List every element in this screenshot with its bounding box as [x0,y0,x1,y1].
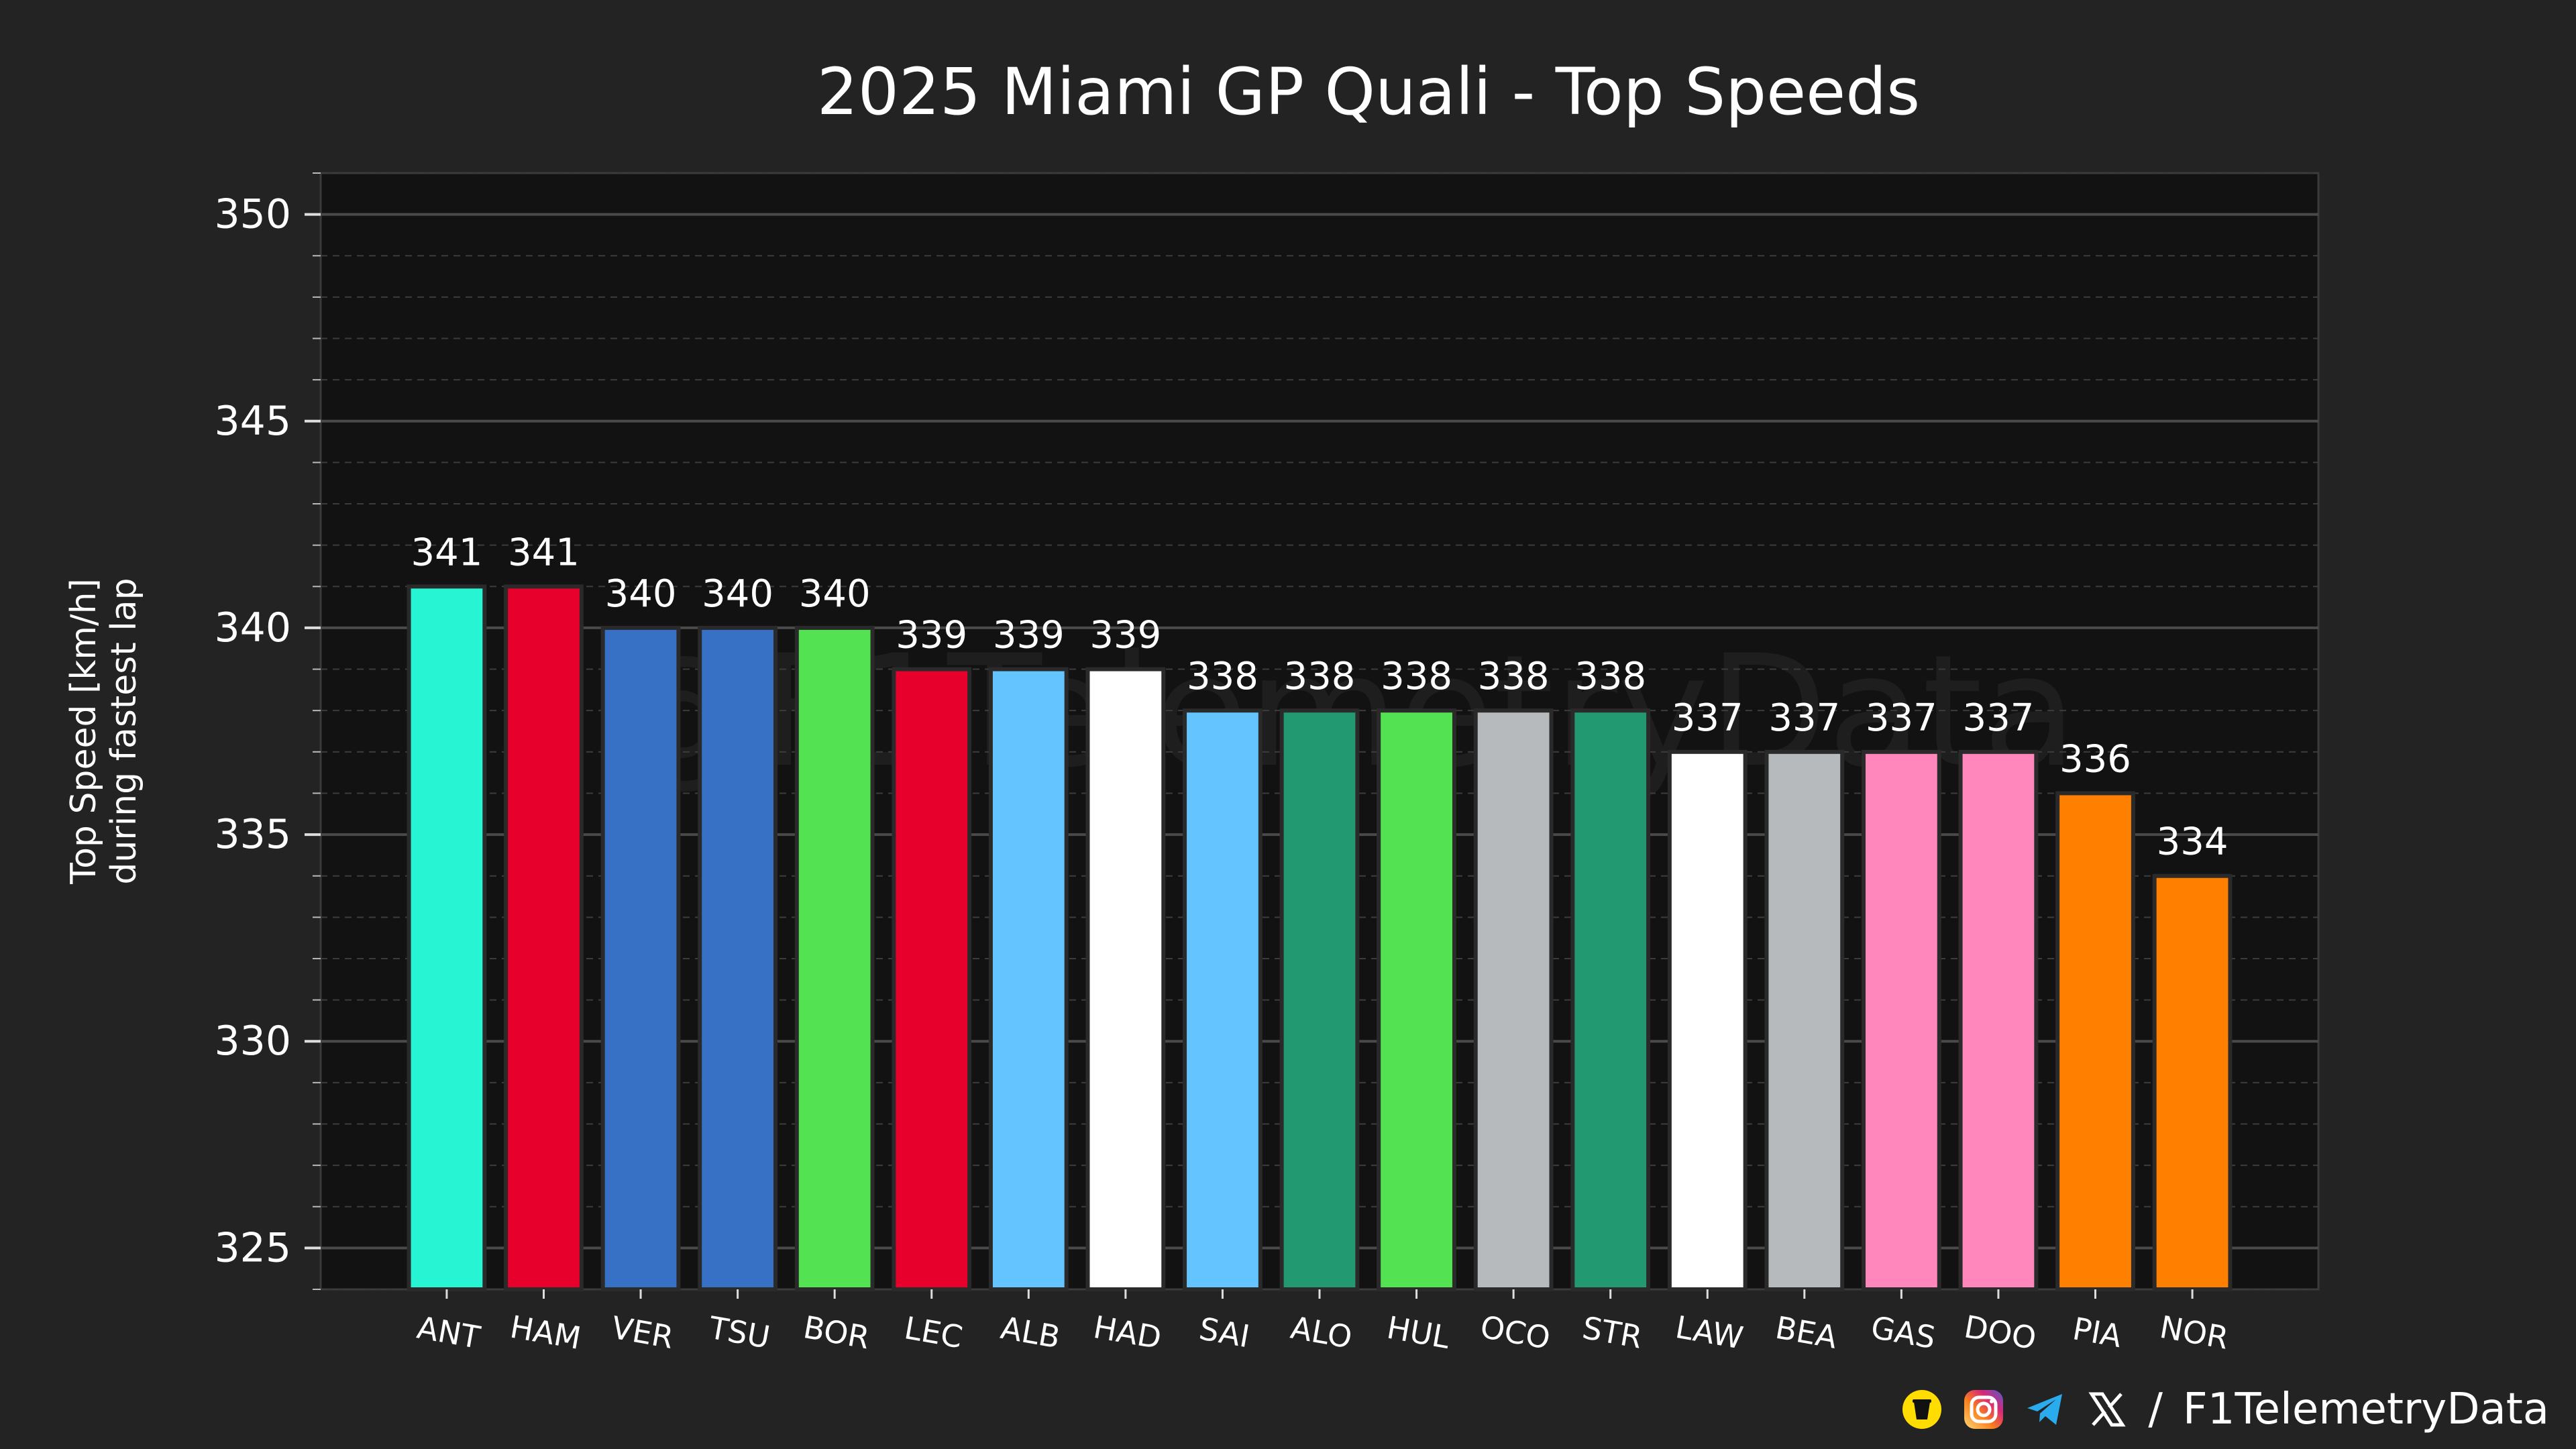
buymeacoffee-icon[interactable] [1901,1389,1943,1430]
bar-had [1085,667,1166,1291]
bar-bea [1764,749,1845,1291]
bar-alo [1279,708,1360,1291]
y-tick-label: 345 [214,398,291,445]
bar-tsu [698,625,778,1291]
x-tick-label: PIA [2070,1310,2125,1354]
y-tick-label: 335 [214,811,291,858]
y-axis-label: Top Speed [km/h] during fastest lap [64,578,144,884]
bar-bor [794,625,875,1291]
footer-separator: / [2148,1385,2163,1434]
bar-law [1667,749,1748,1291]
y-tick-label: 330 [214,1018,291,1065]
x-tick-label: GAS [1868,1309,1938,1356]
bar-value-label: 337 [1866,696,1937,740]
bar-doo [1958,749,2039,1291]
bar-nor [2152,873,2233,1292]
x-tick-label: STR [1580,1309,1645,1356]
bar-ant [407,584,487,1292]
bar-value-label: 337 [1768,696,1840,740]
x-tick-label: DOO [1962,1308,2039,1356]
bar-oco [1473,708,1554,1291]
x-tick-label: TSU [706,1309,773,1356]
bar-pia [2055,791,2135,1291]
bar-alb [988,667,1069,1291]
x-tick-label: HAM [508,1308,584,1356]
bars: 341 341 340 340 340 339 339 339 338 338 338 338 338 3… [407,531,2233,1292]
x-icon[interactable] [2086,1389,2128,1430]
y-tick-label: 340 [214,604,291,651]
instagram-icon[interactable] [1963,1389,2004,1430]
x-tick-label: BOR [801,1309,873,1356]
telegram-icon[interactable] [2025,1389,2066,1430]
bar-value-label: 339 [993,614,1065,657]
bar-value-label: 341 [508,531,580,574]
bar-value-label: 338 [1478,655,1550,698]
bar-value-label: 338 [1187,655,1258,698]
x-tick-label: BEA [1773,1309,1841,1356]
x-tick-label: VER [609,1309,676,1356]
bar-ham [504,584,584,1292]
bar-value-label: 339 [1089,614,1161,657]
bar-gas [1861,749,1941,1291]
x-tick-label: LAW [1673,1309,1746,1356]
x-tick-label: LEC [902,1309,965,1355]
bar-value-label: 338 [1284,655,1356,698]
bar-sai [1183,708,1263,1291]
bar-value-label: 337 [1962,696,2034,740]
bar-hul [1377,708,1456,1291]
x-tick-label: SAI [1197,1310,1252,1354]
bar-value-label: 337 [1672,696,1743,740]
x-tick-label: HAD [1091,1309,1164,1356]
x-tick-label: HUL [1384,1309,1452,1356]
bar-value-label: 336 [2059,737,2131,781]
y-axis-label-line2: during fastest lap [104,578,144,884]
y-tick-label: 350 [214,191,291,238]
bar-value-label: 340 [605,572,677,616]
x-tick-label: NOR [2157,1309,2231,1356]
y-axis-label-line1: Top Speed [km/h] [64,578,104,885]
bar-value-label: 338 [1574,655,1646,698]
bar-value-label: 340 [799,572,871,616]
bar-lec [892,667,972,1291]
bar-ver [600,625,681,1291]
bar-value-label: 339 [896,614,967,657]
x-tick-label: OCO [1478,1309,1553,1356]
bar-value-label: 341 [411,531,482,574]
y-tick-label: 325 [214,1224,291,1271]
x-tick-label: ALB [998,1309,1063,1356]
social-footer: / F1TelemetryData [1901,1385,2549,1434]
bar-value-label: 340 [702,572,773,616]
bar-value-label: 338 [1381,655,1452,698]
bar-str [1570,708,1651,1291]
chart-title: 2025 Miami GP Quali - Top Speeds [817,54,1920,129]
footer-handle[interactable]: F1TelemetryData [2182,1385,2549,1434]
x-tick-label: ALO [1288,1309,1355,1356]
bar-value-label: 334 [2157,820,2229,864]
x-tick-label: ANT [415,1309,484,1356]
